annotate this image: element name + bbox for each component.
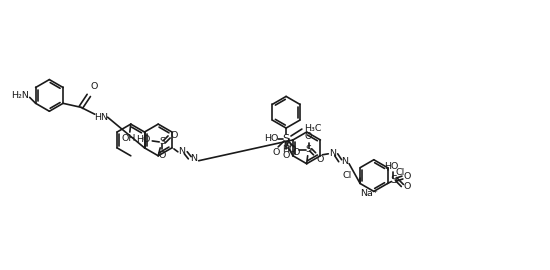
- Text: S: S: [159, 137, 165, 146]
- Text: Cl: Cl: [343, 171, 352, 180]
- Text: O: O: [305, 132, 312, 141]
- Text: H₃C: H₃C: [304, 124, 321, 133]
- Text: N: N: [178, 147, 185, 156]
- Text: O: O: [403, 172, 411, 181]
- Text: N: N: [190, 154, 197, 163]
- Text: H₂N: H₂N: [11, 91, 29, 100]
- Text: O: O: [317, 155, 324, 164]
- Text: O: O: [91, 82, 98, 92]
- Text: N: N: [329, 149, 336, 158]
- Text: N: N: [340, 157, 348, 166]
- Text: S: S: [283, 134, 290, 144]
- Text: OH: OH: [122, 134, 136, 143]
- Text: O: O: [272, 148, 280, 157]
- Text: O: O: [292, 148, 300, 157]
- Text: S: S: [390, 174, 397, 184]
- Text: O: O: [282, 151, 290, 160]
- Text: O: O: [158, 151, 166, 160]
- Text: Cl: Cl: [395, 168, 405, 177]
- Text: HO: HO: [264, 134, 278, 143]
- Text: HO: HO: [282, 145, 297, 154]
- Text: O: O: [170, 130, 178, 140]
- Text: HN: HN: [94, 113, 108, 122]
- Text: HO: HO: [384, 162, 399, 171]
- Text: O: O: [403, 182, 411, 191]
- Text: S: S: [306, 145, 312, 154]
- Text: O: O: [283, 141, 291, 150]
- Text: Na⁺: Na⁺: [360, 189, 378, 198]
- Text: HO: HO: [136, 136, 150, 144]
